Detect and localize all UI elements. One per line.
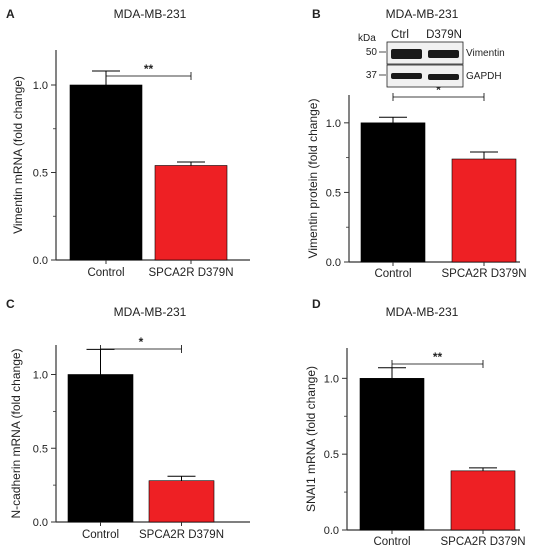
x-tick-label: SPCA2R D379N	[440, 536, 525, 548]
blot-band	[391, 73, 422, 79]
bar-mutant	[154, 165, 228, 261]
chart-title: MDA-MB-231	[114, 7, 187, 21]
bar-control	[359, 378, 425, 531]
x-tick-label: SPCA2R D379N	[139, 529, 224, 541]
western-blot: kDa Ctrl D379N 50 Vimentin 37 GAPDH	[358, 29, 505, 88]
y-tick-label: 0.5	[326, 187, 341, 199]
panel-letter: B	[312, 7, 321, 21]
y-tick-label: 0.0	[324, 525, 339, 537]
x-tick-label: SPCA2R D379N	[148, 267, 233, 279]
blot-kda-marker: 50	[366, 47, 378, 58]
y-tick-label: 0.0	[326, 257, 341, 269]
chart-title: MDA-MB-231	[386, 305, 459, 319]
y-tick-label: 1.0	[33, 370, 48, 382]
panel-d: D MDA-MB-231 0.0 0.5 1.0 SNAI1 mRNA (fold cha…	[304, 297, 526, 548]
panel-a: A MDA-MB-231 0.0 0.5 1.0 Vimentin mRNA (fold …	[6, 7, 250, 279]
y-tick-label: 0.0	[33, 517, 48, 529]
y-axis-label: Vimentin mRNA (fold change)	[11, 76, 25, 234]
blot-band	[428, 50, 459, 58]
blot-strip	[386, 64, 464, 88]
significance-marker: *	[436, 83, 441, 97]
bar-mutant	[450, 470, 516, 531]
blot-kda-label: kDa	[358, 33, 376, 44]
panel-letter: D	[312, 297, 321, 311]
chart-title: MDA-MB-231	[114, 305, 187, 319]
panel-letter: C	[6, 297, 15, 311]
bar-mutant	[148, 480, 215, 523]
bar-control	[360, 122, 426, 263]
y-tick-label: 0.0	[33, 255, 48, 267]
y-tick-label: 0.5	[324, 449, 339, 461]
significance-marker: *	[139, 335, 144, 349]
y-tick-label: 1.0	[33, 80, 48, 92]
x-tick-label: Control	[82, 529, 119, 541]
bar-control	[69, 84, 143, 261]
panel-c: C MDA-MB-231 0.0 0.5 1.0 N-cadherin mRNA (fol…	[6, 297, 250, 541]
y-tick-label: 1.0	[324, 373, 339, 385]
blot-band	[391, 49, 422, 59]
y-tick-label: 1.0	[326, 118, 341, 130]
x-tick-label: Control	[87, 267, 124, 279]
y-axis-label: N-cadherin mRNA (fold change)	[9, 348, 23, 518]
bar-mutant	[451, 158, 517, 263]
y-tick-label: 0.5	[33, 443, 48, 455]
chart-title: MDA-MB-231	[386, 7, 459, 21]
blot-lane-mutant: D379N	[426, 29, 462, 41]
y-tick-label: 0.5	[33, 168, 48, 180]
y-axis-label: SNAI1 mRNA (fold change)	[304, 366, 318, 512]
bar-control	[67, 374, 134, 523]
y-axis-label: Vimentin protein (fold change)	[306, 99, 320, 259]
blot-row-label: Vimentin	[466, 48, 505, 59]
x-tick-label: Control	[373, 536, 410, 548]
blot-row-label: GAPDH	[466, 71, 502, 82]
x-tick-label: SPCA2R D379N	[441, 268, 526, 280]
panel-b: B MDA-MB-231 0.0 0.5 1.0 Vimentin protein (fo…	[306, 7, 527, 280]
blot-lane-ctrl: Ctrl	[391, 29, 409, 41]
x-tick-label: Control	[374, 268, 411, 280]
blot-kda-marker: 37	[366, 70, 378, 81]
significance-marker: **	[433, 350, 443, 364]
panel-letter: A	[6, 7, 15, 21]
blot-band	[428, 74, 459, 80]
significance-marker: **	[144, 62, 154, 76]
